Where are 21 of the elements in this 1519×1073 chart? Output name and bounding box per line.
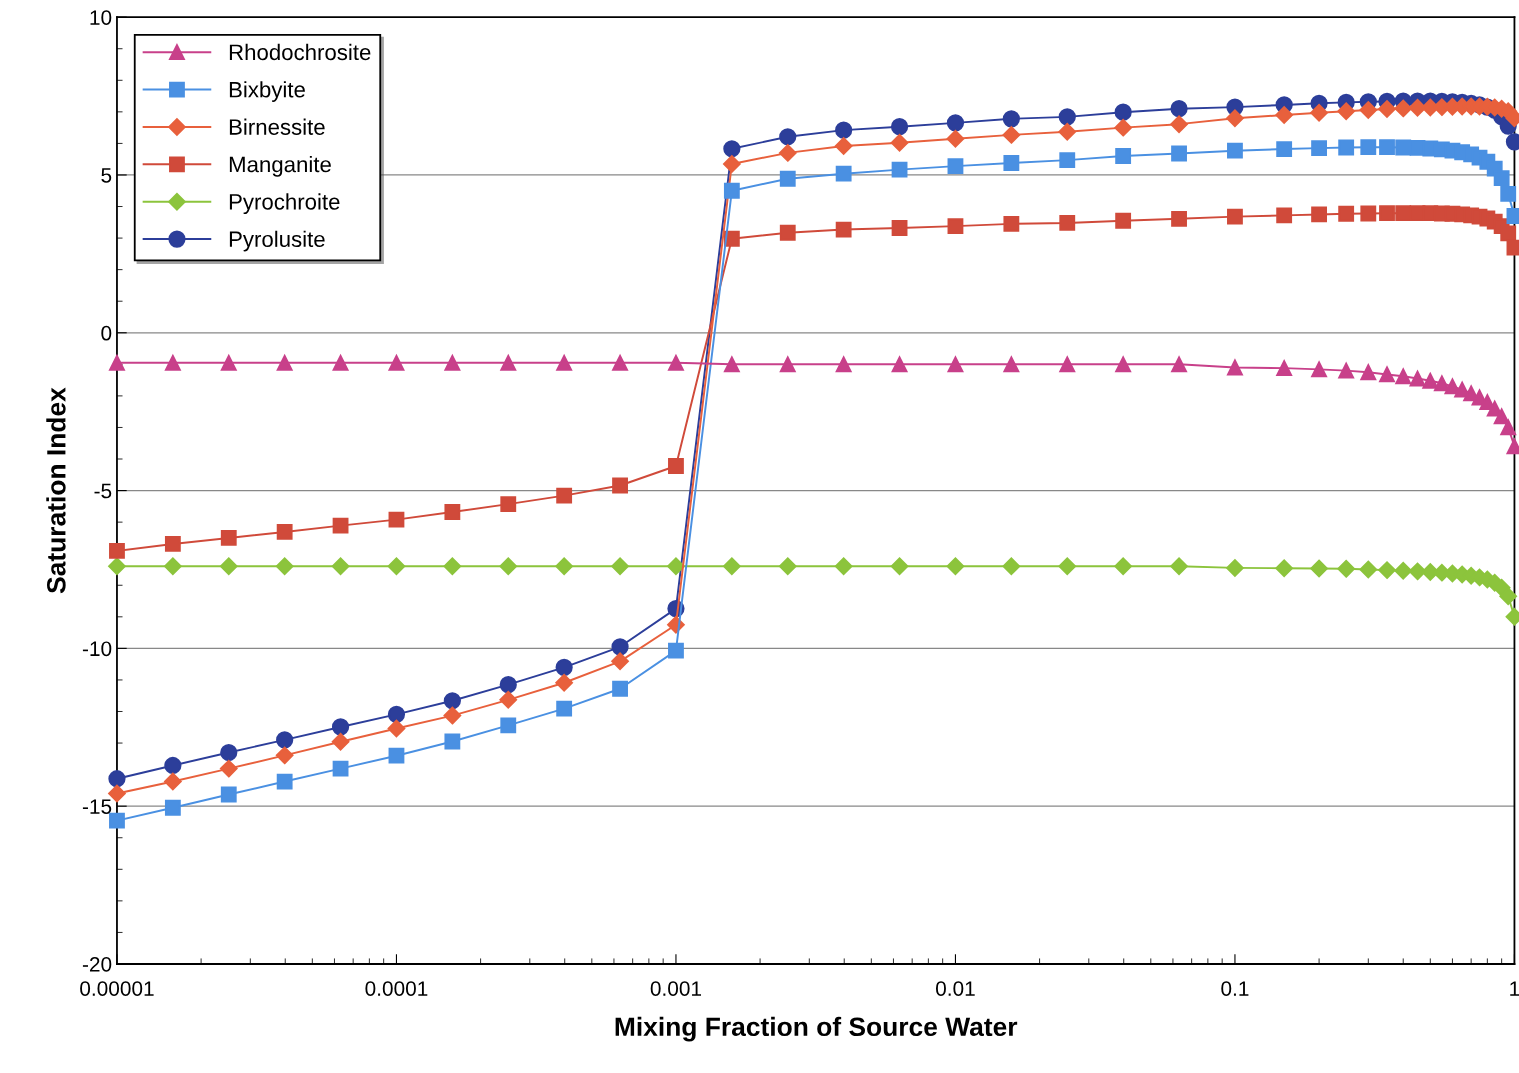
- y-tick-label: -20: [82, 956, 112, 972]
- y-tick-label: 0: [101, 325, 112, 341]
- legend-label: Birnessite: [229, 118, 325, 135]
- y-tick-label: 10: [90, 10, 112, 25]
- legend-label: Pyrolusite: [229, 230, 325, 252]
- y-tick-label: -15: [82, 799, 112, 814]
- x-tick-label: 0.0001: [365, 981, 428, 996]
- x-tick-label: 0.1: [1221, 981, 1249, 996]
- y-tick-label: -10: [82, 641, 112, 657]
- x-tick-label: 0.00001: [80, 981, 154, 996]
- x-tick-label: 0.001: [650, 981, 702, 996]
- y-tick-label: -5: [94, 483, 112, 499]
- y-tick-label: 5: [101, 168, 112, 183]
- legend-label: Manganite: [229, 155, 331, 177]
- y-axis-title: Saturation Index: [46, 387, 66, 594]
- legend-label: Rhodochrosite: [229, 43, 371, 61]
- legend-label: Pyrochroite: [229, 193, 340, 215]
- x-tick-label: 1: [1510, 981, 1519, 996]
- x-axis-title: Mixing Fraction of Source Water: [615, 1016, 1018, 1042]
- legend-label: Bixbyite: [229, 81, 305, 102]
- x-tick-label: 0.01: [935, 981, 975, 996]
